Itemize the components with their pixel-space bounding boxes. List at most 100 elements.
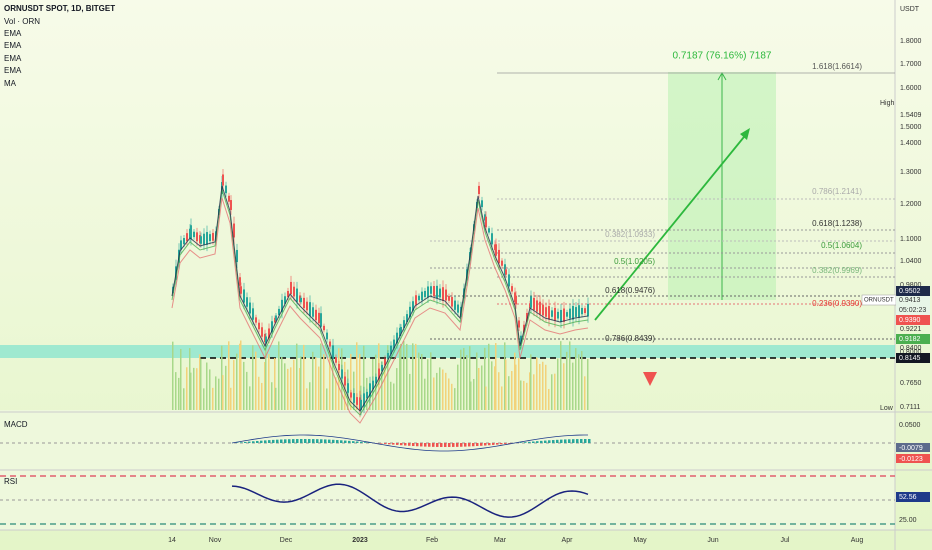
volume — [299, 368, 301, 410]
time-label: Feb — [426, 537, 438, 544]
volume — [575, 348, 577, 410]
candle — [515, 295, 517, 305]
price-label: 0.7111 — [900, 404, 920, 411]
candle — [230, 200, 232, 210]
macd-hist — [548, 440, 551, 443]
tag — [896, 315, 930, 325]
volume — [236, 353, 238, 410]
macd-axis: 0.0500 — [899, 422, 921, 429]
candle — [287, 290, 289, 298]
macd-hist — [508, 443, 511, 444]
macd-hist — [264, 440, 267, 443]
volume — [578, 354, 580, 410]
time-label: 2023 — [352, 537, 368, 544]
macd-hist — [244, 441, 247, 443]
candle — [209, 234, 211, 242]
currency: USDT — [900, 6, 920, 13]
volume — [265, 340, 267, 410]
candle — [396, 332, 398, 344]
volume — [457, 364, 459, 410]
candle — [271, 321, 273, 333]
volume — [274, 357, 276, 410]
volume — [557, 358, 559, 410]
volume — [175, 372, 177, 410]
moving-average — [171, 197, 589, 424]
candle — [508, 274, 510, 287]
volume — [505, 359, 507, 410]
macd-hist — [392, 443, 395, 445]
candle — [572, 305, 574, 320]
candle — [353, 393, 355, 403]
macd-hist — [256, 440, 259, 443]
tag-text: 0.8145 — [899, 355, 921, 362]
macd-hist — [428, 443, 431, 447]
candle — [536, 300, 538, 312]
volume — [186, 367, 188, 410]
candle — [557, 311, 559, 319]
macd-hist — [588, 439, 591, 443]
volume — [514, 352, 516, 410]
volume — [306, 388, 308, 410]
volume — [494, 366, 496, 410]
candle — [186, 233, 188, 242]
candle — [360, 399, 362, 411]
macd-hist — [492, 443, 495, 445]
macd-hist — [312, 439, 315, 443]
candle — [439, 288, 441, 298]
candle — [347, 383, 349, 393]
macd-hist — [504, 443, 507, 444]
pane-title: MACD — [4, 420, 28, 429]
indicator: EMA — [4, 66, 22, 75]
volume — [252, 345, 254, 410]
volume — [225, 365, 227, 410]
price-label: 1.8000 — [900, 38, 922, 45]
volume — [315, 357, 317, 410]
volume — [390, 381, 392, 410]
candle — [442, 287, 444, 301]
volume — [491, 361, 493, 410]
candle — [569, 308, 571, 319]
candle — [400, 327, 402, 333]
macd-hist — [260, 440, 263, 443]
candle — [312, 307, 314, 317]
candle — [457, 304, 459, 313]
candle — [566, 312, 568, 317]
volume — [539, 363, 541, 410]
macd-hist — [408, 443, 411, 446]
price-label: 0.8000 — [900, 349, 922, 356]
volume — [264, 362, 266, 410]
projection-arrow — [594, 131, 749, 321]
macd-hist — [396, 443, 399, 445]
volume — [233, 360, 235, 410]
price-label: 0.7650 — [900, 380, 922, 387]
tag-text: 0.9182 — [899, 336, 921, 343]
candle — [369, 383, 371, 397]
volume — [249, 386, 251, 410]
macd-hist — [388, 443, 391, 445]
volume — [271, 382, 273, 410]
volume — [212, 387, 214, 410]
candle — [393, 339, 395, 349]
volume — [215, 376, 217, 410]
volume — [466, 355, 468, 410]
volume — [554, 373, 556, 410]
volume — [293, 359, 295, 410]
macd-line — [231, 434, 589, 452]
macd-hist — [240, 442, 243, 443]
candle — [303, 297, 305, 309]
volume — [326, 388, 328, 410]
time-label: Mar — [494, 537, 507, 544]
candle — [212, 232, 214, 241]
volume — [424, 378, 426, 410]
candle — [296, 288, 298, 302]
time-label: Jun — [707, 537, 718, 544]
macd-hist — [284, 439, 287, 443]
candle — [481, 200, 483, 208]
macd-hist — [280, 439, 283, 443]
candle — [415, 295, 417, 305]
volume — [243, 361, 245, 410]
candle — [454, 300, 456, 310]
candle — [491, 233, 493, 245]
fib-label: 0.5(1.0604) — [821, 241, 862, 250]
macd-hist — [380, 443, 383, 444]
